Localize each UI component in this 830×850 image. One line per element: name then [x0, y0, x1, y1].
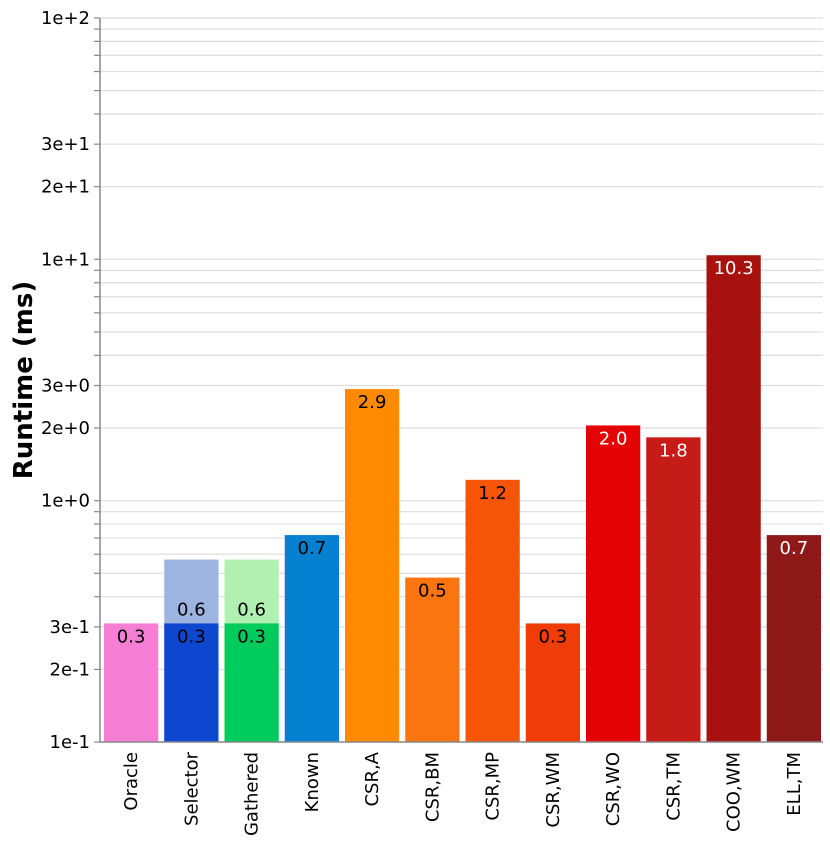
data-label: 0.6 [177, 599, 206, 620]
axes [94, 17, 823, 743]
bar [345, 389, 400, 742]
y-tick-label: 2e+1 [41, 177, 90, 198]
bar-overlay [224, 623, 279, 742]
data-label: 0.3 [237, 626, 266, 647]
x-tick-label: CSR,BM [422, 752, 443, 822]
x-tick-label: CSR,TM [663, 752, 684, 821]
x-tick-labels: Oracle Selector Gathered Known CSR,A CSR,BM CS… [121, 751, 805, 836]
bar [646, 437, 701, 742]
y-axis-label: Runtime (ms) [9, 281, 39, 480]
y-tick-labels: 1e+2 3e+1 2e+1 1e+1 3e+0 2e+0 1e+0 3e-1 2e-1 1e-1 [41, 8, 90, 753]
x-tick-label: CSR,WM [543, 752, 564, 828]
x-tick-label: Gathered [242, 752, 263, 836]
y-tick-label: 1e+2 [41, 8, 90, 29]
x-tick-label: Selector [181, 751, 202, 826]
data-label: 0.3 [177, 626, 206, 647]
bar [706, 255, 761, 742]
x-tick-label: CSR,WO [603, 752, 624, 826]
y-tick-label: 1e-1 [50, 732, 90, 753]
data-label: 2.0 [599, 428, 628, 449]
bar [525, 623, 580, 742]
data-labels: 0.3 0.6 0.3 0.6 0.3 0.7 2.9 0.5 1.2 0.3 2.0 1.8 10.3… [117, 258, 808, 647]
bar [284, 535, 339, 742]
y-tick-label: 3e-1 [50, 617, 90, 638]
y-tick-label: 3e+1 [41, 134, 90, 155]
data-label: 0.3 [539, 626, 568, 647]
data-label: 0.6 [237, 599, 266, 620]
bar [586, 425, 641, 742]
x-tick-label: COO,WM [724, 752, 745, 832]
y-tick-label: 1e+1 [41, 249, 90, 270]
y-tick-label: 2e+0 [41, 418, 90, 439]
y-tick-label: 3e+0 [41, 376, 90, 397]
x-tick-label: Oracle [121, 752, 142, 811]
data-label: 0.5 [418, 581, 447, 602]
data-label: 0.7 [780, 538, 809, 559]
bar [465, 479, 520, 742]
data-label: 2.9 [358, 392, 387, 413]
x-tick-label: CSR,A [362, 751, 383, 806]
bar-overlay [164, 623, 219, 742]
x-tick-label: Known [302, 752, 323, 812]
data-label: 1.8 [659, 440, 688, 461]
data-label: 0.7 [298, 538, 327, 559]
bar [405, 577, 460, 742]
data-label: 1.2 [478, 483, 507, 504]
bar [104, 623, 159, 742]
y-tick-label: 1e+0 [41, 491, 90, 512]
y-tick-label: 2e-1 [50, 659, 90, 680]
gridlines [100, 17, 823, 743]
x-tick-label: ELL,TM [784, 752, 805, 816]
bars [104, 255, 821, 742]
data-label: 0.3 [117, 626, 146, 647]
bar [766, 535, 821, 742]
data-label: 10.3 [714, 258, 754, 279]
x-tick-label: CSR,MP [483, 752, 504, 821]
